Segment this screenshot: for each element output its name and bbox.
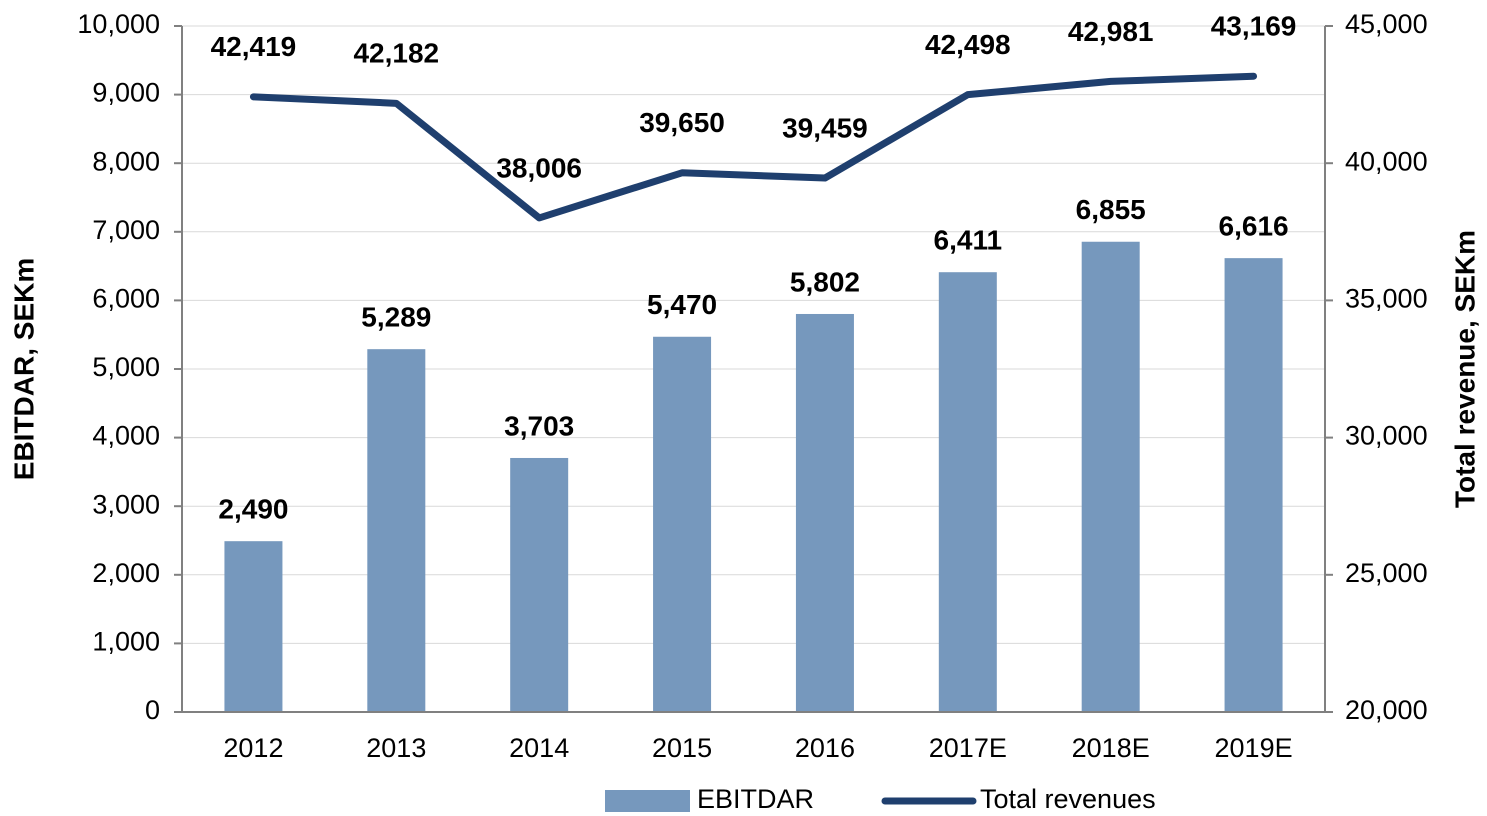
data-label: 5,289 — [361, 302, 431, 333]
legend-label: EBITDAR — [697, 784, 814, 814]
data-label: 43,169 — [1211, 11, 1297, 42]
legend-swatch — [605, 790, 690, 812]
x-tick-label: 2015 — [652, 733, 712, 763]
y-axis-title: EBITDAR, SEKm — [8, 258, 39, 480]
data-label: 3,703 — [504, 410, 574, 441]
y2-tick-label: 30,000 — [1345, 421, 1428, 451]
data-label: 42,182 — [353, 38, 439, 69]
y-tick-label: 3,000 — [92, 489, 160, 519]
y2-tick-label: 20,000 — [1345, 695, 1428, 725]
bar — [367, 349, 426, 712]
data-label: 6,855 — [1076, 194, 1146, 225]
y-tick-label: 5,000 — [92, 352, 160, 382]
data-label: 39,650 — [639, 107, 725, 138]
y-tick-label: 7,000 — [92, 215, 160, 245]
x-tick-label: 2013 — [366, 733, 426, 763]
x-tick-label: 2012 — [223, 733, 283, 763]
data-label: 5,470 — [647, 289, 717, 320]
bar — [1081, 241, 1140, 712]
data-label: 42,981 — [1068, 16, 1154, 47]
data-label: 38,006 — [496, 152, 582, 183]
bar — [510, 457, 569, 712]
data-label: 42,419 — [211, 31, 297, 62]
x-tick-label: 2014 — [509, 733, 569, 763]
y2-tick-label: 45,000 — [1345, 9, 1428, 39]
data-label: 6,616 — [1219, 211, 1289, 242]
y-tick-label: 10,000 — [77, 9, 160, 39]
x-tick-label: 2019E — [1215, 733, 1293, 763]
bar — [653, 336, 712, 712]
bar — [795, 313, 854, 712]
bar — [224, 541, 283, 712]
y2-tick-label: 25,000 — [1345, 558, 1428, 588]
y-tick-label: 8,000 — [92, 146, 160, 176]
data-label: 39,459 — [782, 112, 868, 143]
y-tick-label: 2,000 — [92, 558, 160, 588]
bar — [938, 272, 997, 712]
y-tick-label: 4,000 — [92, 421, 160, 451]
y-tick-label: 1,000 — [92, 627, 160, 657]
bar — [1224, 258, 1283, 712]
line — [249, 72, 1258, 222]
y-tick-label: 9,000 — [92, 78, 160, 108]
x-tick-label: 2017E — [929, 733, 1007, 763]
data-label: 6,411 — [934, 225, 1003, 256]
y2-tick-label: 35,000 — [1345, 284, 1428, 314]
y2-tick-label: 40,000 — [1345, 146, 1428, 176]
x-tick-label: 2018E — [1072, 733, 1150, 763]
y-tick-label: 0 — [145, 695, 160, 725]
y-tick-label: 6,000 — [92, 284, 160, 314]
y2-axis-title: Total revenue, SEKm — [1449, 230, 1480, 508]
data-label: 5,802 — [790, 266, 860, 297]
data-label: 2,490 — [218, 494, 288, 525]
data-label: 42,498 — [925, 29, 1011, 60]
legend-label: Total revenues — [980, 784, 1156, 814]
x-tick-label: 2016 — [795, 733, 855, 763]
